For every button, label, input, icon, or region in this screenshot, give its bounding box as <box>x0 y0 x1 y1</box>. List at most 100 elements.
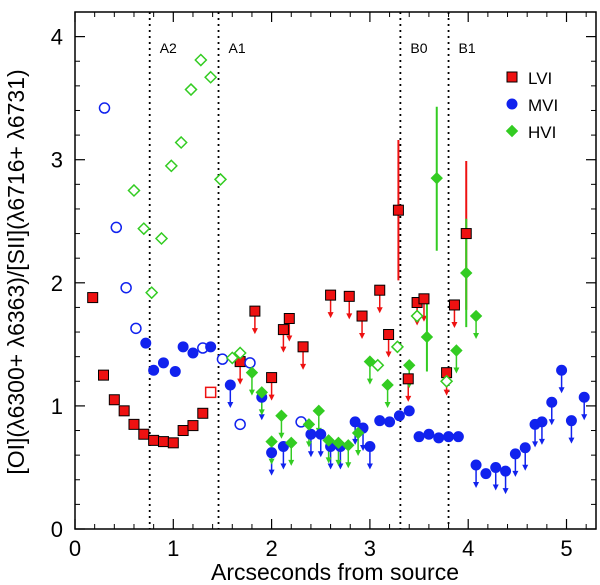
mvi-point <box>157 357 169 369</box>
mvi-upper-limit-arrowhead <box>327 463 334 470</box>
lvi-point <box>118 405 130 417</box>
hvi-point <box>390 340 404 354</box>
mvi-point <box>393 410 405 422</box>
hvi-point <box>164 159 178 173</box>
hvi-point <box>312 404 325 418</box>
axis-ticks: 0 1 2 3 4 5 0 1 2 3 4 <box>51 12 596 561</box>
lvi-upper-limit-arrowhead <box>420 315 427 322</box>
plot-frame <box>74 11 597 530</box>
mvi-point <box>443 431 455 443</box>
lvi-point <box>177 425 189 437</box>
lvi-point <box>392 204 404 216</box>
mvi-point <box>120 281 132 294</box>
hvi-point <box>285 436 298 450</box>
lvi-upper-limit-arrowhead <box>286 335 293 342</box>
mvi-upper-limit-arrowhead <box>317 451 324 458</box>
mvi-point <box>452 431 464 443</box>
lvi-upper-limit-arrowhead <box>443 389 450 396</box>
mvi-point <box>536 416 548 428</box>
lvi-upper-limit-arrowhead <box>346 313 353 320</box>
lvi-point <box>108 394 120 406</box>
hvi-point <box>245 366 259 379</box>
mvi-upper-limit-arrowhead <box>227 401 234 408</box>
mvi-point <box>500 465 512 477</box>
hvi-upper-limit-arrowhead <box>288 459 295 466</box>
mvi-upper-limit-arrowhead <box>532 441 539 448</box>
error-bars <box>227 106 588 495</box>
hvi-point <box>225 351 239 365</box>
y-tick-label: 1 <box>51 394 63 419</box>
lvi-upper-limit-arrowhead <box>237 378 244 385</box>
mvi-upper-limit-arrowhead <box>568 437 575 444</box>
hvi-upper-limit-arrowhead <box>305 441 312 448</box>
mvi-upper-limit-arrowhead <box>366 463 373 470</box>
mvi-point <box>423 428 435 440</box>
mvi-point <box>384 416 396 428</box>
lvi-point <box>197 407 209 419</box>
lvi-legend-label: LVI <box>528 69 552 88</box>
hvi-upper-limit-arrowhead <box>453 367 460 374</box>
x-tick-label: 0 <box>69 536 81 561</box>
data-points <box>87 53 590 480</box>
hvi-legend-marker <box>505 124 519 138</box>
x-tick-label: 1 <box>167 536 179 561</box>
hvi-upper-limit-arrowhead <box>366 378 373 385</box>
mvi-point <box>177 341 189 353</box>
hvi-upper-limit-arrowhead <box>268 458 275 465</box>
mvi-point <box>315 428 327 440</box>
hvi-point <box>450 344 463 357</box>
hvi-upper-limit-arrowhead <box>325 457 332 464</box>
mvi-upper-limit-arrowhead <box>581 414 588 421</box>
x-axis-title: Arcseconds from source <box>211 559 459 585</box>
lvi-upper-limit-arrowhead <box>405 395 412 402</box>
region-label-b1: B1 <box>459 40 476 56</box>
lvi-upper-limit-arrowhead <box>280 346 287 353</box>
mvi-point <box>490 461 502 473</box>
hvi-point <box>403 359 416 372</box>
mvi-upper-limit-arrowhead <box>337 463 344 470</box>
lvi-point <box>128 418 140 430</box>
hvi-point <box>127 183 141 198</box>
lvi-point <box>343 290 355 302</box>
hvi-point <box>184 82 198 97</box>
lvi-point <box>356 310 368 322</box>
y-tick-label: 2 <box>51 271 63 296</box>
mvi-upper-limit-arrowhead <box>280 463 287 470</box>
mvi-upper-limit-arrowhead <box>352 438 359 445</box>
hvi-point <box>302 418 316 431</box>
mvi-point <box>98 102 111 114</box>
lvi-upper-limit-arrowhead <box>359 333 366 340</box>
lvi-point <box>148 434 160 446</box>
mvi-point <box>374 415 386 427</box>
hvi-point <box>430 171 443 185</box>
lvi-point <box>374 284 386 296</box>
lvi-point <box>167 437 179 449</box>
hvi-upper-limit-arrowhead <box>355 449 362 456</box>
hvi-point <box>469 309 483 323</box>
x-tick-label: 5 <box>560 536 572 561</box>
hvi-point <box>275 409 288 422</box>
lvi-point <box>297 341 309 353</box>
hvi-point <box>137 222 151 236</box>
hvi-point <box>174 135 188 150</box>
hvi-point <box>410 309 424 323</box>
lvi-legend-marker <box>506 71 518 83</box>
lvi-point <box>283 313 295 325</box>
lvi-point <box>266 372 278 384</box>
hvi-upper-limit-arrowhead <box>473 333 480 340</box>
x-tick-label: 4 <box>462 536 474 561</box>
lvi-upper-limit-arrowhead <box>268 394 275 401</box>
lvi-point <box>448 299 460 311</box>
mvi-legend-label: MVI <box>528 96 558 115</box>
mvi-point <box>244 357 256 369</box>
lvi-point <box>249 305 261 317</box>
y-tick-label: 4 <box>51 25 63 50</box>
y-tick-label: 3 <box>51 148 63 173</box>
lvi-point <box>418 293 430 305</box>
mvi-point <box>578 391 590 403</box>
mvi-point <box>565 415 577 427</box>
lvi-point <box>138 428 150 440</box>
mvi-upper-limit-arrowhead <box>538 438 545 445</box>
mvi-upper-limit-arrowhead <box>558 387 565 394</box>
mvi-point <box>364 441 376 453</box>
